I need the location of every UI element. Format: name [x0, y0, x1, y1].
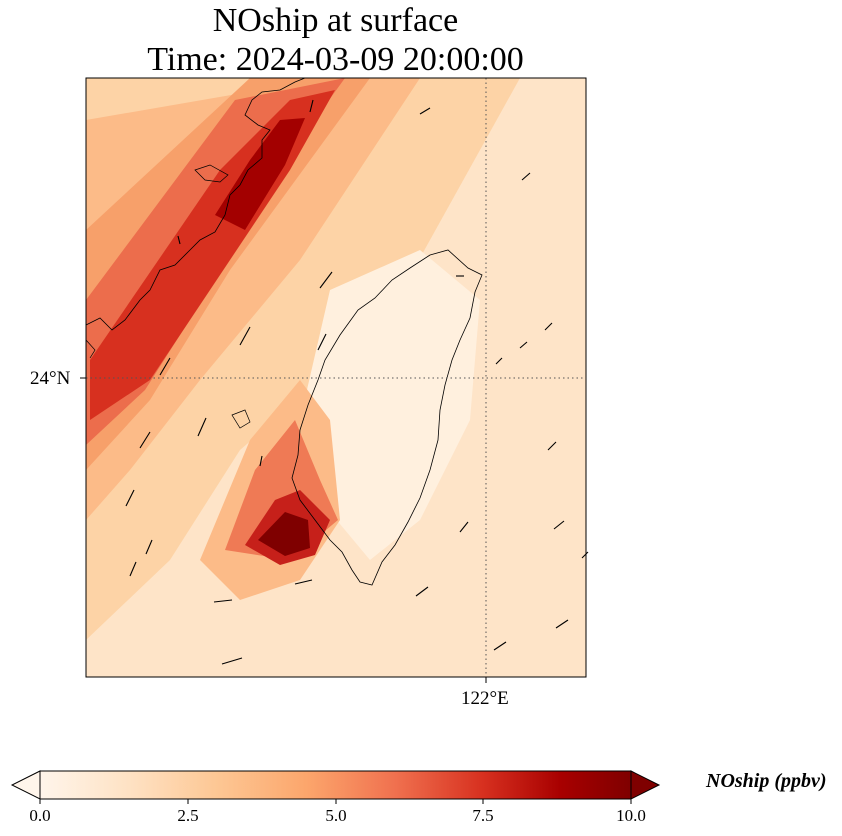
- wind-vector: [415, 586, 429, 597]
- wind-vector: [319, 271, 333, 289]
- wind-vector: [139, 431, 151, 449]
- wind-vector: [239, 326, 251, 346]
- colorbar-tick-label: 2.5: [177, 806, 199, 825]
- colorbar-tick-label: 10.0: [616, 806, 646, 825]
- wind-vector: [493, 641, 507, 651]
- band-outer: [86, 78, 370, 470]
- island-outline: [231, 409, 251, 429]
- wind-vector: [317, 333, 327, 351]
- lat-tick-label: 24°N: [30, 368, 71, 389]
- wind-vector: [309, 99, 314, 113]
- wind-vector: [521, 172, 531, 181]
- wind-vectors: [125, 99, 589, 665]
- concentration-field: [86, 78, 586, 677]
- colorbar-extend-high: [630, 770, 661, 800]
- island-outline: [194, 164, 229, 183]
- colorbar-extend-low: [10, 770, 41, 800]
- wind-vector: [259, 455, 263, 467]
- wind-vector: [555, 619, 569, 629]
- lon-tick-label: 122°E: [461, 688, 509, 709]
- wind-vector: [547, 441, 557, 451]
- wind-vector: [145, 539, 153, 555]
- wind-vector: [177, 235, 181, 245]
- wind-vector: [553, 520, 565, 530]
- wind-vector: [581, 551, 589, 559]
- wind-vector: [125, 489, 135, 507]
- wind-vector: [544, 322, 553, 331]
- chart-title-line2: Time: 2024-03-09 20:00:00: [147, 41, 524, 78]
- wind-vector: [221, 657, 243, 665]
- island-outline: [85, 339, 96, 359]
- wind-vector: [129, 561, 137, 577]
- wind-vector: [159, 357, 171, 376]
- colorbar-tick-label: 0.0: [29, 806, 51, 825]
- chart-title-line1: NOship at surface: [212, 2, 459, 39]
- wind-vector: [419, 107, 431, 115]
- colorbar-tick-label: 5.0: [325, 806, 347, 825]
- band-core: [215, 118, 305, 230]
- wind-vector: [294, 579, 313, 585]
- colorbar: [10, 770, 661, 804]
- wind-vector: [213, 599, 233, 603]
- colorbar-tick-label: 7.5: [472, 806, 494, 825]
- colorbar-gradient: [39, 770, 632, 800]
- wind-vector: [495, 357, 503, 365]
- taiwan-coastline: [291, 249, 483, 586]
- wind-vector: [197, 417, 207, 437]
- colorbar-label: NOship (ppbv): [706, 770, 827, 792]
- hotspot-core: [258, 512, 310, 556]
- china-coastline: [85, 77, 306, 331]
- wind-vector: [519, 341, 528, 349]
- wind-vector: [459, 521, 469, 533]
